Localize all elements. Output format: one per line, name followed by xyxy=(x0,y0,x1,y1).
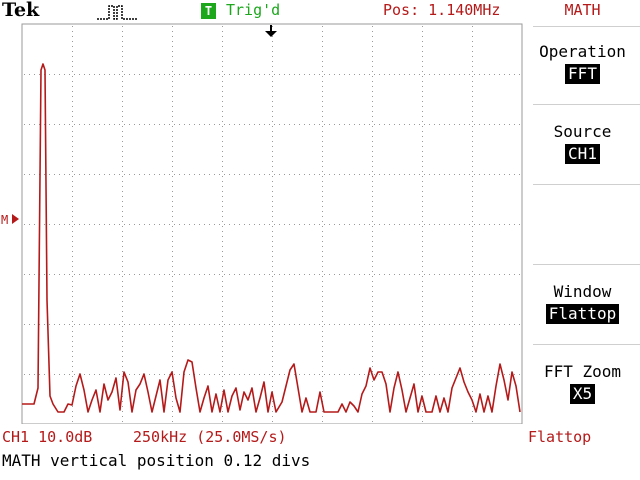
trigger-arrow-icon xyxy=(265,25,277,37)
brand-logo: Tek xyxy=(2,0,40,21)
fft-trace xyxy=(22,63,521,413)
channel-scale: CH1 10.0dB xyxy=(2,428,93,446)
graticule xyxy=(21,23,523,424)
trigger-badge: T xyxy=(201,3,216,19)
math-reference-arrow-icon: M xyxy=(1,213,19,227)
menu-divider xyxy=(533,264,640,265)
operation-label: Operation xyxy=(539,42,626,61)
source-value: CH1 xyxy=(565,144,600,164)
horizontal-position: Pos: 1.140MHz xyxy=(383,1,501,19)
menu-divider xyxy=(533,26,640,27)
menu-divider xyxy=(533,184,640,185)
status-header: Tek T Trig'd Pos: 1.140MHz xyxy=(0,0,525,24)
menu-divider xyxy=(533,104,640,105)
pulse-waveform-icon xyxy=(97,5,137,20)
grid-dots xyxy=(24,26,520,422)
source-label: Source xyxy=(553,122,612,141)
graticule-border xyxy=(21,23,523,424)
timebase: 250kHz (25.0MS/s) xyxy=(133,428,287,446)
menu-divider xyxy=(533,344,640,345)
math-ref-label: M xyxy=(1,213,8,227)
waveform-display: M xyxy=(1,23,523,424)
operation-button[interactable]: Operation FFT xyxy=(525,42,640,84)
operation-value: FFT xyxy=(565,64,600,84)
window-status: Flattop xyxy=(528,428,592,446)
math-menu: MATH Operation FFT Source CH1 Window Fla… xyxy=(525,0,640,424)
fft-zoom-value: X5 xyxy=(569,384,596,404)
source-button[interactable]: Source CH1 xyxy=(525,122,640,164)
fft-zoom-label: FFT Zoom xyxy=(543,362,622,381)
trigger-status: Trig'd xyxy=(226,1,281,19)
window-button[interactable]: Window Flattop xyxy=(525,282,640,324)
window-label: Window xyxy=(553,282,612,301)
window-value: Flattop xyxy=(545,304,620,324)
status-message: MATH vertical position 0.12 divs xyxy=(2,451,311,470)
status-bar: CH1 10.0dB 250kHz (25.0MS/s) Flattop MAT… xyxy=(0,424,640,480)
menu-title: MATH xyxy=(564,1,601,19)
fft-zoom-button[interactable]: FFT Zoom X5 xyxy=(525,362,640,404)
